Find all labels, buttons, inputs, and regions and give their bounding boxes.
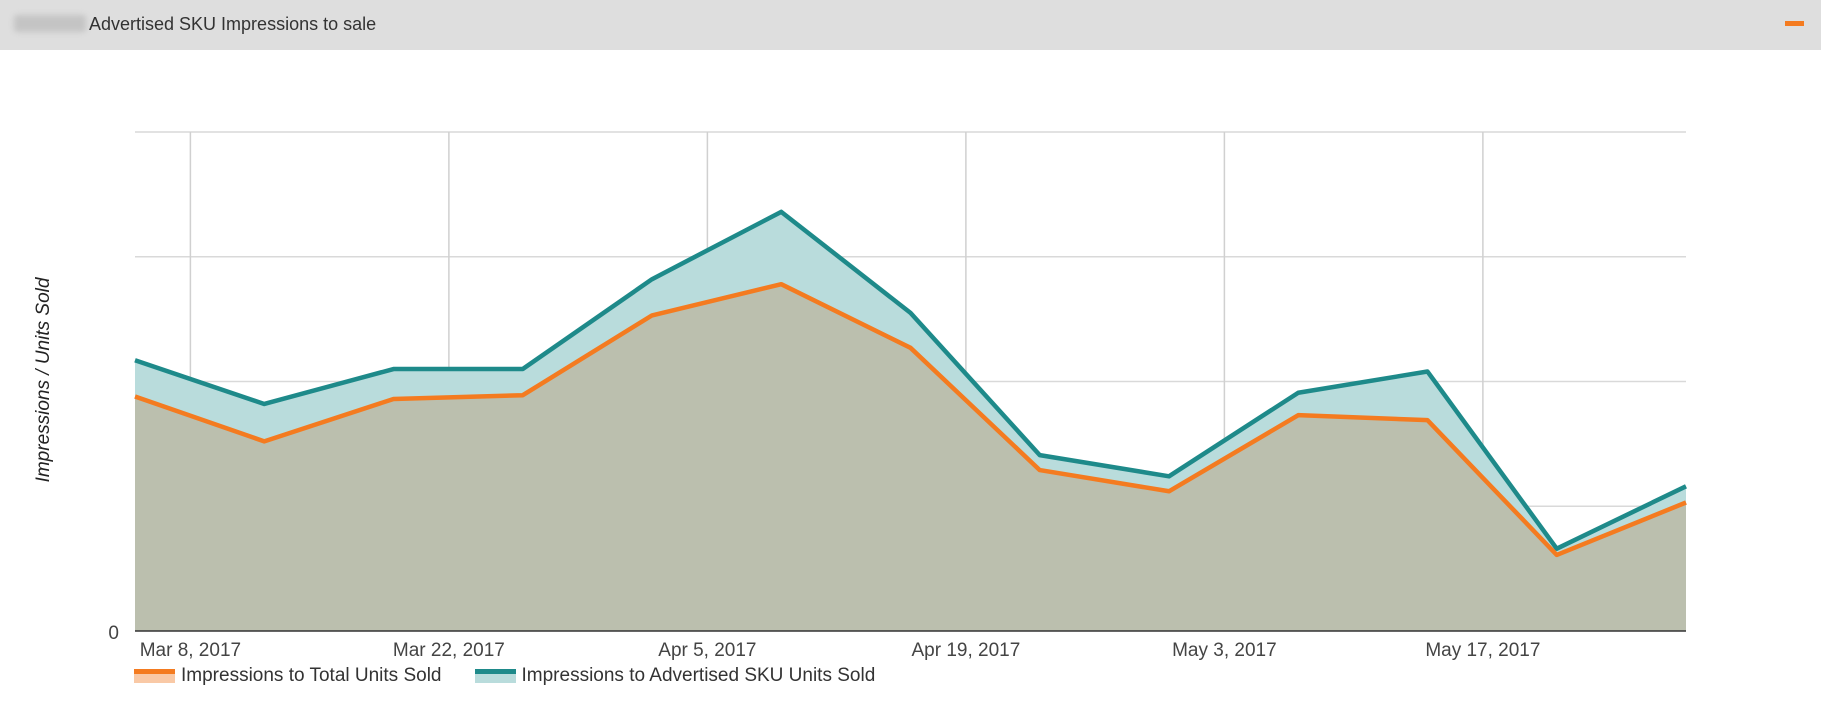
legend-label-total: Impressions to Total Units Sold — [181, 665, 442, 686]
area-chart: Mar 8, 2017 Mar 22, 2017 Apr 5, 2017 Apr 19… — [33, 131, 1687, 661]
x-tick-label: May 17, 2017 — [1425, 640, 1540, 661]
legend-label-advertised: Impressions to Advertised SKU Units Sold — [521, 665, 876, 686]
panel-title: Advertised SKU Impressions to sale — [89, 14, 377, 34]
x-tick-label: Apr 19, 2017 — [911, 640, 1020, 661]
chart-axes: Mar 8, 2017 Mar 22, 2017 Apr 5, 2017 Apr 19… — [108, 623, 1686, 661]
chart-lines — [134, 209, 1687, 558]
y-tick-label: 0 — [108, 623, 119, 644]
legend-item-total[interactable]: Impressions to Total Units Sold — [134, 665, 442, 687]
legend-swatch-total — [134, 669, 175, 683]
line-advertised-sku — [134, 209, 1687, 551]
line-total-units — [134, 281, 1687, 558]
x-tick-label: Mar 8, 2017 — [140, 640, 241, 661]
legend-swatch-advertised — [474, 669, 516, 683]
minus-icon[interactable] — [1785, 21, 1804, 26]
x-tick-label: Mar 22, 2017 — [393, 640, 505, 661]
x-tick-label: Apr 5, 2017 — [658, 640, 756, 661]
x-tick-label: May 3, 2017 — [1172, 640, 1277, 661]
area-total-units — [135, 284, 1686, 631]
y-axis-label: Impressions / Units Sold — [33, 276, 54, 482]
chart-areas — [135, 211, 1686, 631]
panel-header: Advertised SKU Impressions to sale — [0, 0, 1821, 50]
redacted-label — [14, 15, 86, 32]
legend-item-advertised[interactable]: Impressions to Advertised SKU Units Sold — [474, 665, 876, 687]
chart-legend: Impressions to Total Units Sold Impressi… — [134, 665, 908, 687]
